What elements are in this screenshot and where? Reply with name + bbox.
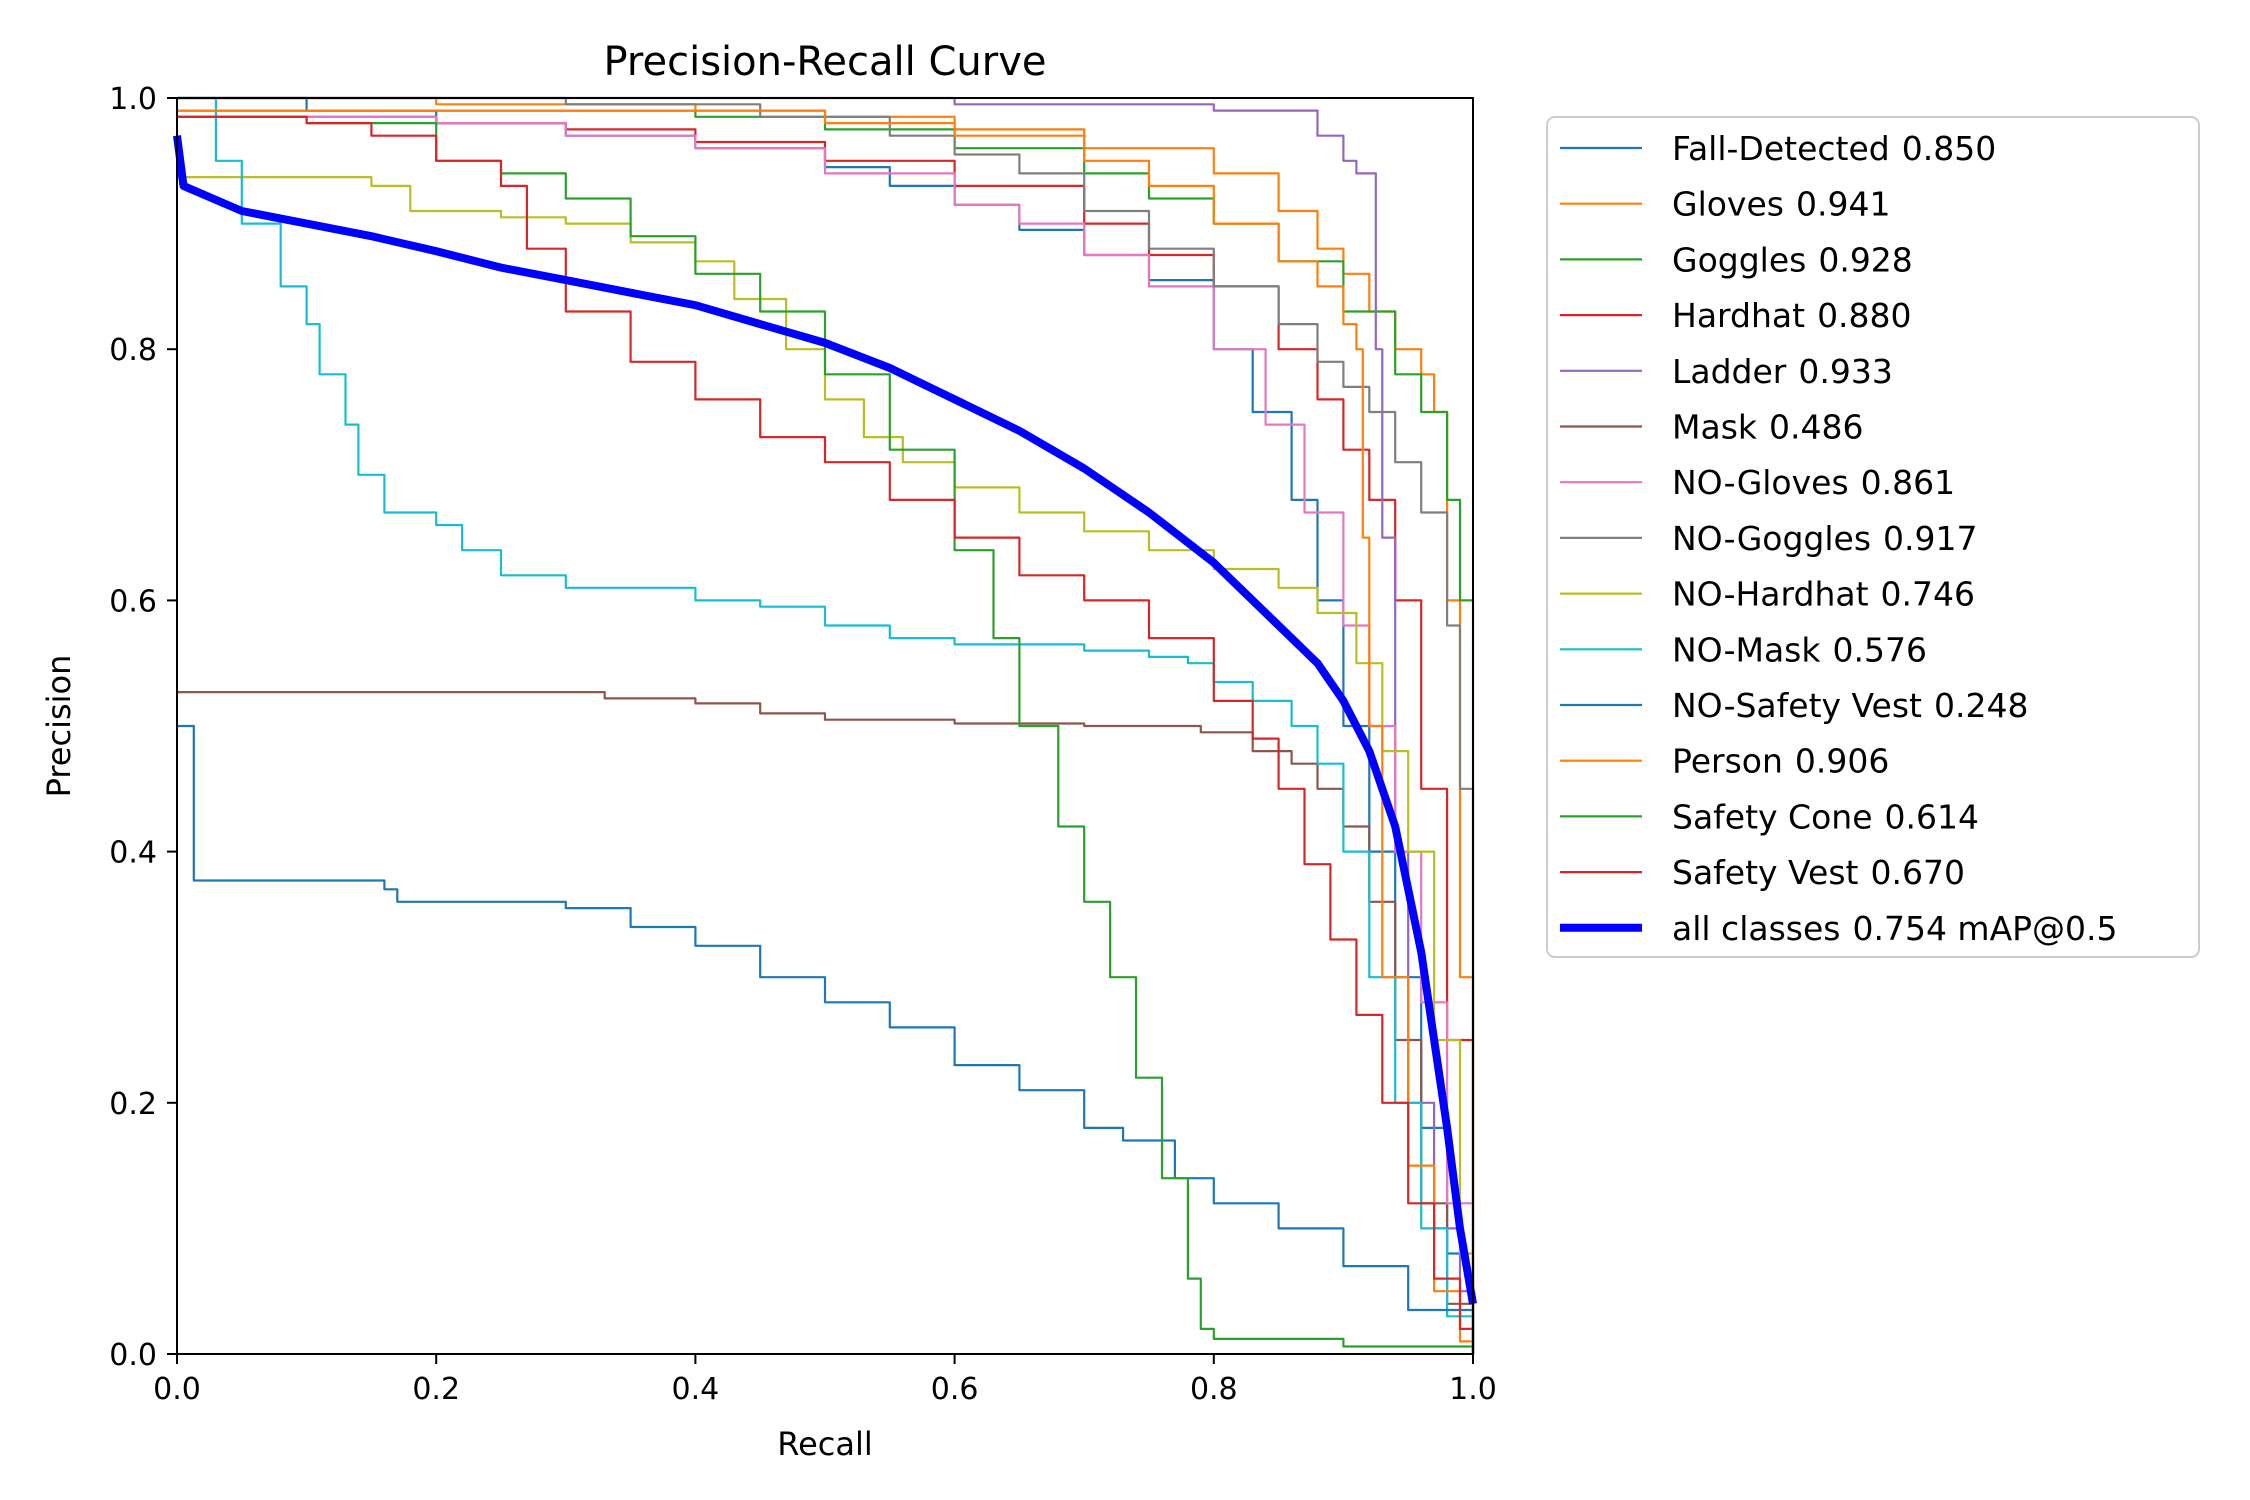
legend: Fall-Detected 0.850 Gloves 0.941 Goggles 0.92… [1546, 116, 2200, 958]
plot-area [173, 96, 1477, 1355]
series-line-no-goggles [177, 96, 1475, 1354]
legend-entries: Fall-Detected 0.850 Gloves 0.941 Goggles 0.92… [1560, 129, 2118, 948]
y-axis-ticks: 0.0 0.2 0.4 0.6 0.8 1.0 [109, 82, 177, 1373]
legend-series-ap: 0.850 [1902, 129, 1996, 168]
legend-series-ap: 0.941 [1796, 185, 1890, 224]
series-line-no-mask [177, 96, 1475, 1354]
y-tick-label: 0.0 [109, 1338, 157, 1373]
legend-series-name: NO-Goggles [1672, 519, 1871, 558]
legend-label: NO-Mask 0.576 [1672, 630, 1927, 669]
legend-label: Mask 0.486 [1672, 408, 1863, 447]
axes-frame [176, 97, 1474, 1355]
legend-label: Ladder 0.933 [1672, 352, 1893, 391]
legend-label: Safety Vest 0.670 [1672, 853, 1965, 892]
y-axis-label: Precision [40, 655, 78, 798]
series-layer [173, 96, 1477, 1354]
legend-series-ap: 0.917 [1883, 519, 1977, 558]
legend-label: NO-Safety Vest 0.248 [1672, 686, 2028, 725]
y-tick-label: 0.2 [109, 1087, 157, 1122]
legend-series-name: Ladder [1672, 352, 1787, 391]
chart-title: Precision-Recall Curve [604, 39, 1047, 85]
legend-label: all classes 0.754 mAP@0.5 [1672, 909, 2118, 948]
legend-label: NO-Gloves 0.861 [1672, 463, 1955, 502]
x-tick-label: 1.0 [1449, 1372, 1497, 1407]
legend-series-name: Gloves [1672, 185, 1784, 224]
legend-series-ap: 0.933 [1798, 352, 1892, 391]
y-tick-label: 1.0 [109, 82, 157, 117]
series-line-all-classes [173, 135, 1477, 1305]
legend-series-name: NO-Mask [1672, 630, 1821, 669]
legend-label: Person 0.906 [1672, 742, 1889, 781]
legend-series-name: NO-Gloves [1672, 463, 1849, 502]
legend-series-name: Person [1672, 742, 1783, 781]
x-tick-label: 0.6 [931, 1372, 979, 1407]
legend-series-ap: 0.861 [1861, 463, 1955, 502]
legend-series-ap: 0.486 [1769, 408, 1863, 447]
legend-series-ap: 0.754 mAP@0.5 [1852, 909, 2117, 948]
legend-series-name: Goggles [1672, 240, 1806, 279]
legend-label: Fall-Detected 0.850 [1672, 129, 1996, 168]
legend-label: NO-Hardhat 0.746 [1672, 575, 1975, 614]
x-axis-label: Recall [777, 1425, 872, 1463]
legend-series-name: NO-Hardhat [1672, 575, 1869, 614]
legend-series-ap: 0.746 [1881, 575, 1975, 614]
y-tick-label: 0.4 [109, 836, 157, 871]
legend-series-name: Fall-Detected [1672, 129, 1890, 168]
legend-series-ap: 0.928 [1818, 240, 1912, 279]
legend-frame [1546, 116, 2200, 958]
x-tick-label: 0.2 [412, 1372, 460, 1407]
legend-label: Goggles 0.928 [1672, 240, 1913, 279]
legend-series-name: all classes [1672, 909, 1840, 948]
legend-series-name: Mask [1672, 408, 1758, 447]
series-line-no-safety-vest [177, 724, 1475, 1354]
x-tick-label: 0.0 [153, 1372, 201, 1407]
series-line-person [177, 109, 1475, 1354]
y-tick-label: 0.6 [109, 584, 157, 619]
series-line-safety-cone [177, 115, 1475, 1354]
legend-series-name: Safety Vest [1672, 853, 1859, 892]
y-tick-label: 0.8 [109, 333, 157, 368]
series-line-safety-vest [177, 115, 1475, 1354]
legend-series-name: NO-Safety Vest [1672, 686, 1922, 725]
legend-label: Hardhat 0.880 [1672, 296, 1912, 335]
legend-series-ap: 0.576 [1832, 630, 1926, 669]
series-line-mask [177, 691, 1475, 1354]
legend-label: Gloves 0.941 [1672, 185, 1890, 224]
legend-label: Safety Cone 0.614 [1672, 797, 1979, 836]
legend-series-ap: 0.906 [1795, 742, 1889, 781]
x-tick-label: 0.8 [1190, 1372, 1238, 1407]
x-tick-label: 0.4 [672, 1372, 720, 1407]
legend-series-name: Safety Cone [1672, 797, 1873, 836]
legend-series-ap: 0.248 [1934, 686, 2028, 725]
x-axis-ticks: 0.0 0.2 0.4 0.6 0.8 1.0 [153, 1354, 1497, 1407]
legend-series-ap: 0.670 [1871, 853, 1965, 892]
legend-series-ap: 0.614 [1885, 797, 1979, 836]
legend-series-ap: 0.880 [1817, 296, 1911, 335]
legend-label: NO-Goggles 0.917 [1672, 519, 1978, 558]
legend-series-name: Hardhat [1672, 296, 1805, 335]
